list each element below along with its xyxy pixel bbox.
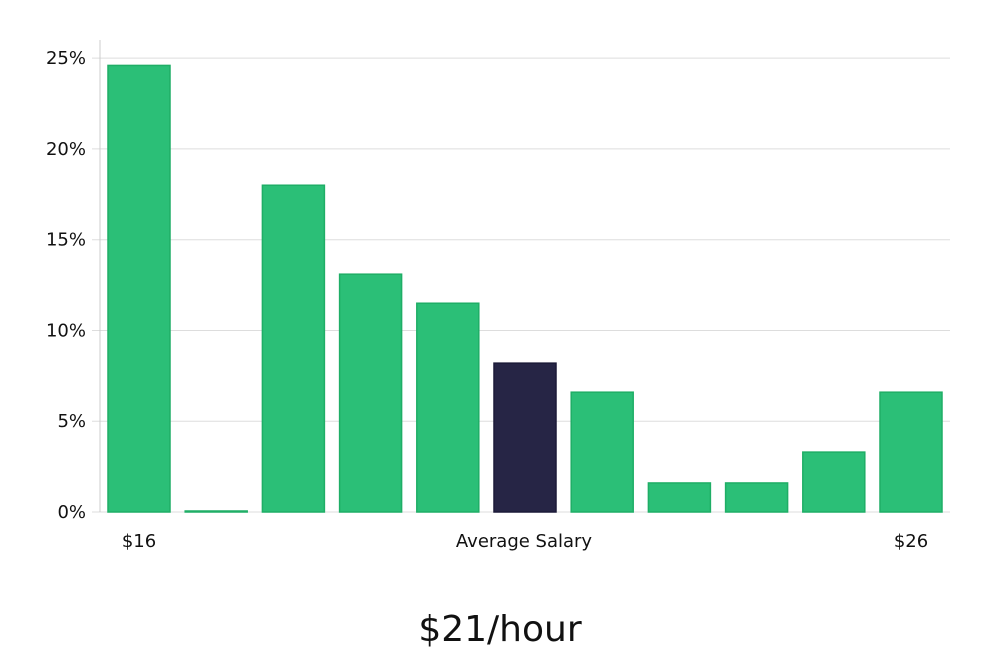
bar (570, 391, 634, 513)
x-label-average: Average Salary (456, 531, 593, 552)
bar (879, 391, 943, 513)
x-axis-labels: $16 Average Salary $26 (122, 531, 928, 552)
y-tick-label: 0% (57, 502, 86, 523)
bar (184, 510, 248, 513)
y-tick-labels: 0% 5% 10% 15% 20% 25% (46, 48, 86, 523)
average-salary-value: $21/hour (418, 609, 582, 650)
x-label-min: $16 (122, 531, 156, 552)
bar-average-salary (493, 362, 557, 513)
bar (802, 451, 866, 513)
y-tick-label: 20% (46, 139, 86, 160)
bar (724, 482, 789, 513)
bar (107, 64, 171, 513)
bar (647, 482, 712, 513)
bar (338, 273, 403, 513)
bars (107, 64, 943, 513)
bar (416, 302, 480, 513)
y-tick-label: 25% (46, 48, 86, 69)
y-tick-label: 5% (57, 411, 86, 432)
y-tick-label: 10% (46, 320, 86, 341)
bar (261, 184, 326, 513)
y-tick-label: 15% (46, 230, 86, 251)
x-label-max: $26 (894, 531, 928, 552)
salary-distribution-chart: 0% 5% 10% 15% 20% 25% $16 Average Salary $26 (46, 40, 950, 552)
